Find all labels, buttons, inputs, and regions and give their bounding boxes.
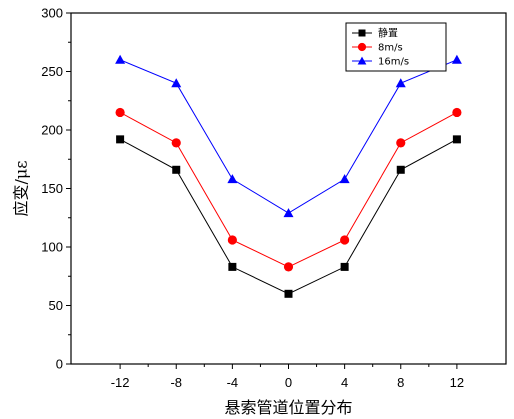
x-axis-title: 悬索管道位置分布 <box>224 398 352 417</box>
data-point <box>451 54 462 64</box>
data-point <box>283 262 294 272</box>
data-point <box>171 78 182 88</box>
legend-label: 8m/s <box>378 43 403 54</box>
legend: 静置 8m/s 16m/s <box>345 22 447 72</box>
data-point <box>115 107 125 118</box>
x-tick-label: 0 <box>285 375 292 390</box>
legend-item-0: 静置 <box>352 27 398 40</box>
x-tick-label: 12 <box>450 375 464 390</box>
legend-marker <box>357 56 367 65</box>
series-0 <box>116 135 461 298</box>
data-point <box>395 78 406 88</box>
data-point <box>227 235 237 245</box>
x-tick-label: -4 <box>227 375 239 390</box>
data-point <box>396 138 406 148</box>
data-point <box>228 262 237 271</box>
data-point <box>452 135 461 144</box>
data-point <box>396 165 405 174</box>
y-tick-label: 150 <box>41 181 63 196</box>
data-point <box>339 174 350 184</box>
legend-marker <box>358 29 366 37</box>
series-layer <box>115 54 462 298</box>
axes <box>66 12 507 369</box>
data-point <box>283 208 294 218</box>
legend-item-1: 8m/s <box>352 43 403 54</box>
data-point <box>116 135 125 144</box>
legend-item-2: 16m/s <box>352 57 409 68</box>
x-tick-label: -12 <box>111 375 130 390</box>
y-tick-label: 50 <box>49 298 63 313</box>
data-point <box>171 138 181 148</box>
tick-labels: 0 50 100 150 200 250 300 -12 -8 -4 0 4 8 12 <box>41 6 464 391</box>
series-2 <box>115 54 462 218</box>
series-line-1 <box>119 112 458 268</box>
x-tick-label: 8 <box>397 375 404 390</box>
legend-label: 16m/s <box>378 57 409 68</box>
data-point <box>284 289 293 298</box>
data-point <box>227 174 238 184</box>
data-point <box>340 235 350 245</box>
y-axis-title: 应变/με <box>12 160 31 216</box>
series-1 <box>115 107 462 272</box>
data-point <box>340 262 349 271</box>
legend-marker <box>357 42 367 52</box>
y-tick-label: 250 <box>41 64 63 79</box>
y-tick-label: 0 <box>56 357 63 372</box>
y-tick-label: 100 <box>41 240 63 255</box>
x-tick-label: -8 <box>170 375 182 390</box>
data-point <box>115 54 126 64</box>
y-tick-label: 200 <box>41 123 63 138</box>
x-tick-label: 4 <box>341 375 348 390</box>
legend-label: 静置 <box>378 27 398 40</box>
data-point <box>452 107 462 118</box>
series-line-2 <box>119 59 458 214</box>
y-tick-label: 300 <box>41 6 63 21</box>
data-point <box>172 165 181 174</box>
